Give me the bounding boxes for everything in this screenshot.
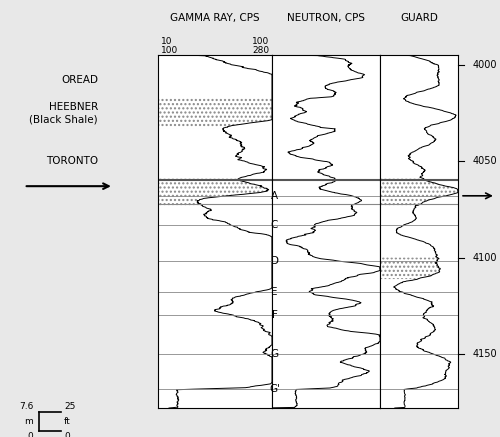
Text: A: A [271,191,278,201]
Text: 10: 10 [160,37,172,46]
Text: C: C [271,220,278,230]
Text: 4150: 4150 [472,349,498,359]
Text: OREAD: OREAD [61,75,98,85]
Text: D: D [270,257,278,267]
Text: GUARD: GUARD [400,13,438,23]
Text: m: m [24,417,33,427]
Text: 280: 280 [252,46,270,55]
Text: GAMMA RAY, CPS: GAMMA RAY, CPS [170,13,260,23]
Text: NEUTRON, CPS: NEUTRON, CPS [287,13,365,23]
Text: TORONTO: TORONTO [46,156,98,166]
Text: 4050: 4050 [472,156,498,166]
Text: ft: ft [64,417,71,427]
Text: E: E [271,287,278,297]
Text: 25: 25 [64,402,76,412]
Text: G: G [270,349,278,359]
Text: 100: 100 [252,37,270,46]
Text: 100: 100 [160,46,178,55]
Text: 4000: 4000 [472,59,497,69]
Text: F: F [272,310,278,320]
Text: G': G' [269,384,280,394]
Text: 0: 0 [64,432,70,437]
Text: HEEBNER
(Black Shale): HEEBNER (Black Shale) [30,102,98,124]
Text: 7.6: 7.6 [19,402,33,412]
Text: 4100: 4100 [472,253,497,263]
Text: 0: 0 [28,432,33,437]
